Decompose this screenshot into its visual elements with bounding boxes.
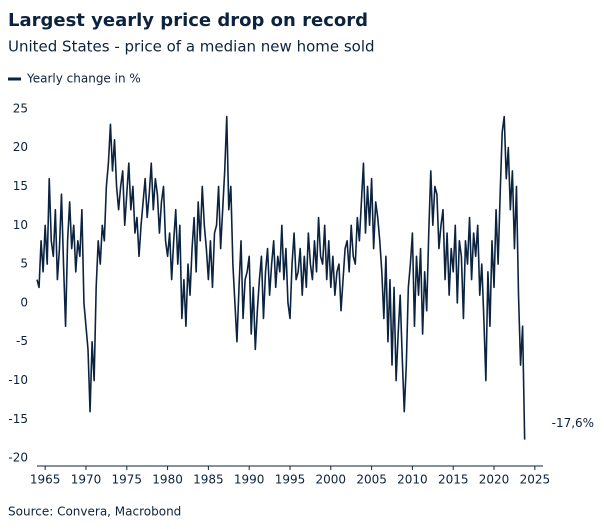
y-tick-label: 25 [13,101,28,115]
y-tick-label: 20 [13,140,28,154]
annotation: -17,6% [552,416,594,430]
line-series [36,115,526,440]
y-tick-label: 0 [20,295,28,309]
x-tick-label: 2010 [397,473,428,487]
y-tick-label: -20 [8,451,28,465]
x-tick-label: 2025 [520,473,551,487]
y-tick-label: -15 [8,412,28,426]
chart-subtitle: United States - price of a median new ho… [8,38,375,56]
y-tick-label: 5 [20,257,28,271]
x-tick-label: 1975 [112,473,143,487]
source: Source: Convera, Macrobond [8,505,181,519]
x-tick-label: 2015 [438,473,469,487]
y-tick-label: -10 [8,373,28,387]
x-tick-label: 2020 [479,473,510,487]
y-tick-label: 10 [13,218,28,232]
x-tick-label: 2005 [356,473,387,487]
x-tick-label: 1965 [30,473,61,487]
x-tick-label: 1990 [234,473,265,487]
chart-title: Largest yearly price drop on record [8,10,368,31]
x-tick-label: 1970 [71,473,102,487]
x-tick-label: 1995 [275,473,306,487]
x-tick-label: 1985 [193,473,224,487]
x-tick-label: 2000 [316,473,347,487]
y-tick-label: 15 [13,179,28,193]
legend-label: Yearly change in % [26,72,141,86]
x-tick-label: 1980 [152,473,183,487]
y-tick-label: -5 [16,334,28,348]
